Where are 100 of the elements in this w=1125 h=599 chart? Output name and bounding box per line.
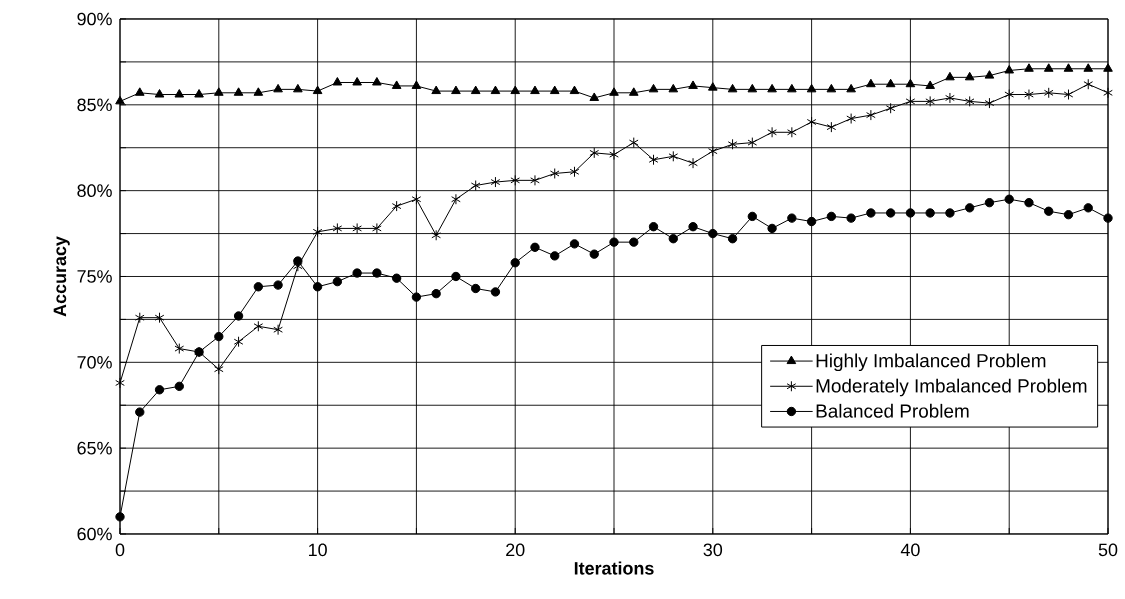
point bbox=[1083, 78, 1094, 90]
point bbox=[154, 385, 165, 395]
point bbox=[115, 377, 125, 389]
point bbox=[905, 208, 916, 218]
point bbox=[293, 256, 303, 266]
point bbox=[411, 292, 422, 302]
point bbox=[609, 149, 619, 161]
point bbox=[806, 216, 817, 227]
point bbox=[688, 157, 698, 169]
point bbox=[628, 137, 639, 149]
point bbox=[846, 113, 856, 125]
point bbox=[431, 85, 441, 95]
point bbox=[569, 166, 580, 178]
point bbox=[589, 92, 600, 101]
point bbox=[549, 85, 560, 95]
point bbox=[569, 85, 580, 95]
point bbox=[629, 237, 639, 247]
point bbox=[490, 85, 501, 95]
point bbox=[747, 211, 758, 222]
point bbox=[787, 83, 797, 93]
point bbox=[174, 343, 185, 355]
point bbox=[609, 237, 619, 247]
point bbox=[984, 97, 995, 109]
point bbox=[470, 180, 481, 191]
point bbox=[411, 80, 422, 89]
point bbox=[945, 92, 955, 104]
point bbox=[1043, 63, 1054, 72]
point bbox=[550, 251, 560, 261]
point bbox=[609, 87, 619, 96]
point bbox=[115, 512, 125, 522]
point bbox=[866, 208, 876, 218]
point bbox=[1063, 63, 1074, 72]
point bbox=[965, 203, 975, 213]
legend-label: Moderately Imbalanced Problem bbox=[816, 378, 1087, 397]
x-tick-label: 10 bbox=[308, 543, 327, 557]
point bbox=[233, 87, 244, 96]
point bbox=[885, 78, 896, 88]
point bbox=[530, 242, 540, 252]
point bbox=[431, 288, 441, 299]
point bbox=[549, 168, 560, 179]
point bbox=[273, 280, 283, 290]
point bbox=[214, 87, 224, 96]
point bbox=[945, 71, 955, 81]
point bbox=[1024, 197, 1034, 208]
point bbox=[233, 311, 244, 321]
y-tick-label: 85% bbox=[77, 98, 112, 112]
point bbox=[1103, 213, 1113, 223]
point bbox=[1083, 203, 1093, 213]
point bbox=[1063, 210, 1074, 220]
point bbox=[214, 363, 224, 375]
point bbox=[945, 208, 955, 218]
point bbox=[431, 229, 441, 241]
point bbox=[391, 273, 402, 283]
y-axis-title: Accuracy bbox=[53, 236, 70, 317]
point bbox=[174, 381, 184, 392]
point bbox=[253, 282, 264, 292]
point bbox=[372, 77, 382, 86]
point bbox=[233, 336, 244, 348]
point bbox=[668, 83, 679, 93]
point bbox=[1044, 206, 1054, 216]
point bbox=[688, 80, 698, 89]
x-axis-title: Iterations bbox=[574, 561, 654, 575]
point bbox=[1004, 65, 1015, 74]
point bbox=[1083, 63, 1094, 72]
legend-label: Highly Imbalanced Problem bbox=[816, 353, 1046, 372]
point bbox=[707, 145, 718, 157]
point bbox=[352, 268, 362, 278]
y-tick-label: 60% bbox=[77, 527, 112, 541]
point bbox=[115, 95, 125, 105]
point bbox=[332, 77, 343, 86]
point bbox=[1103, 87, 1113, 99]
point bbox=[727, 83, 738, 93]
point bbox=[668, 150, 679, 162]
point bbox=[747, 137, 758, 149]
y-tick-label: 65% bbox=[77, 441, 112, 455]
point bbox=[154, 312, 165, 324]
point bbox=[451, 85, 461, 95]
point bbox=[332, 222, 343, 234]
point bbox=[312, 226, 323, 238]
point bbox=[885, 208, 896, 218]
point bbox=[806, 83, 817, 93]
point bbox=[589, 249, 599, 259]
point bbox=[747, 83, 758, 93]
point bbox=[470, 85, 481, 95]
point bbox=[787, 126, 797, 138]
point bbox=[727, 138, 738, 150]
point bbox=[510, 174, 521, 186]
point bbox=[708, 228, 718, 239]
point bbox=[352, 77, 362, 86]
point bbox=[866, 109, 876, 121]
point bbox=[1004, 194, 1014, 204]
point bbox=[885, 102, 896, 114]
point bbox=[925, 95, 935, 107]
point bbox=[194, 89, 204, 98]
point bbox=[293, 83, 303, 93]
point bbox=[530, 85, 540, 95]
point bbox=[530, 174, 540, 186]
point bbox=[253, 87, 264, 96]
point bbox=[135, 407, 145, 417]
point bbox=[589, 147, 600, 159]
